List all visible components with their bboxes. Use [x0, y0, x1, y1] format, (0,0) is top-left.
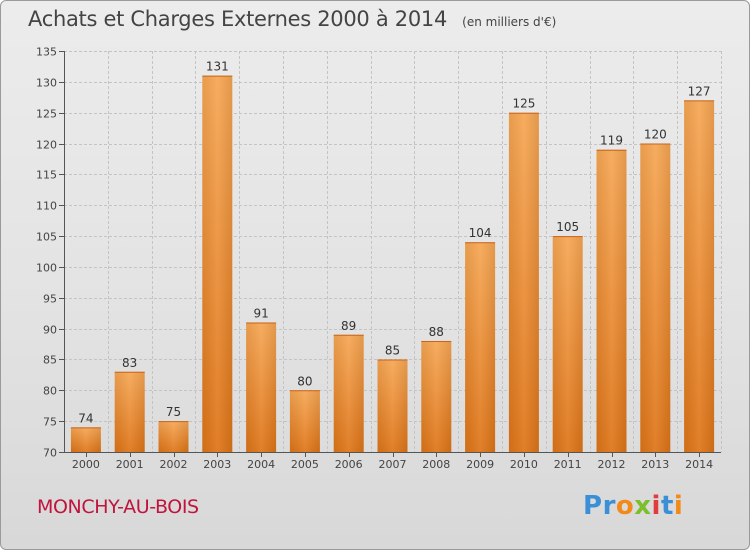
y-tick-label: 110 [36, 200, 57, 213]
bar-shade [377, 359, 408, 452]
x-tick-label: 2010 [510, 458, 538, 471]
bar-shade [508, 112, 539, 452]
data-label: 125 [512, 97, 535, 111]
x-tick-label: 2005 [291, 458, 319, 471]
chart-subtitle: (en milliers d'€) [462, 15, 557, 29]
bar-shade [70, 427, 101, 452]
bar-shade [246, 322, 277, 452]
x-tick-label: 2001 [116, 458, 144, 471]
x-tick-label: 2007 [379, 458, 407, 471]
data-label: 89 [341, 319, 356, 333]
bar-shade [289, 390, 320, 452]
bar-shade [333, 334, 364, 452]
logo-letter: r [602, 491, 616, 521]
data-label: 131 [206, 60, 229, 74]
y-tick-label: 80 [43, 385, 57, 398]
x-tick-label: 2009 [466, 458, 494, 471]
logo-letter: o [615, 491, 635, 521]
data-label: 88 [429, 325, 444, 339]
x-tick-label: 2000 [72, 458, 100, 471]
data-label: 119 [600, 134, 623, 148]
x-tick-label: 2012 [598, 458, 626, 471]
logo-letter: i [673, 491, 684, 521]
title-row: Achats et Charges Externes 2000 à 2014 (… [28, 7, 556, 31]
data-label: 120 [644, 128, 667, 142]
logo-letter: x [634, 491, 652, 521]
x-tick-label: 2011 [554, 458, 582, 471]
x-tick-label: 2008 [422, 458, 450, 471]
data-label: 105 [556, 220, 579, 234]
bar-shade [114, 371, 145, 452]
data-label: 75 [166, 405, 181, 419]
y-tick-label: 120 [36, 139, 57, 152]
bar-shade [684, 100, 715, 452]
y-tick-label: 100 [36, 262, 57, 275]
data-label: 127 [688, 84, 711, 98]
x-tick-label: 2004 [247, 458, 275, 471]
y-tick-label: 130 [36, 77, 57, 90]
data-label: 91 [253, 306, 268, 320]
data-label: 74 [78, 411, 93, 425]
x-tick-label: 2002 [160, 458, 188, 471]
y-tick-label: 70 [43, 447, 57, 460]
logo-letter: i [651, 491, 661, 521]
logo-letter: t [660, 491, 674, 521]
y-tick-label: 105 [36, 231, 57, 244]
x-tick-label: 2006 [335, 458, 363, 471]
data-label: 80 [297, 374, 312, 388]
y-tick-label: 115 [36, 169, 57, 182]
data-label: 83 [122, 356, 137, 370]
logo-letter: P [583, 491, 603, 521]
y-tick-label: 135 [36, 46, 57, 59]
data-label: 104 [469, 226, 492, 240]
bar-shade [465, 242, 496, 452]
x-tick-label: 2014 [685, 458, 713, 471]
y-tick-label: 75 [43, 416, 57, 429]
chart-title: Achats et Charges Externes 2000 à 2014 [28, 7, 448, 31]
data-label: 85 [385, 343, 400, 357]
commune-name: MONCHY-AU-BOIS [37, 496, 199, 518]
bar-shade [640, 143, 671, 453]
bar-shade [202, 75, 233, 452]
x-tick-label: 2013 [641, 458, 669, 471]
bar-shade [421, 340, 452, 452]
bar-shade [158, 421, 189, 452]
bar-shade [552, 236, 583, 452]
x-tick-label: 2003 [203, 458, 231, 471]
bar-shade [596, 149, 627, 452]
y-tick-label: 90 [43, 324, 57, 337]
proxiti-logo: Proxiti [583, 491, 683, 521]
y-tick-label: 85 [43, 354, 57, 367]
y-tick-label: 125 [36, 108, 57, 121]
y-tick-label: 95 [43, 293, 57, 306]
